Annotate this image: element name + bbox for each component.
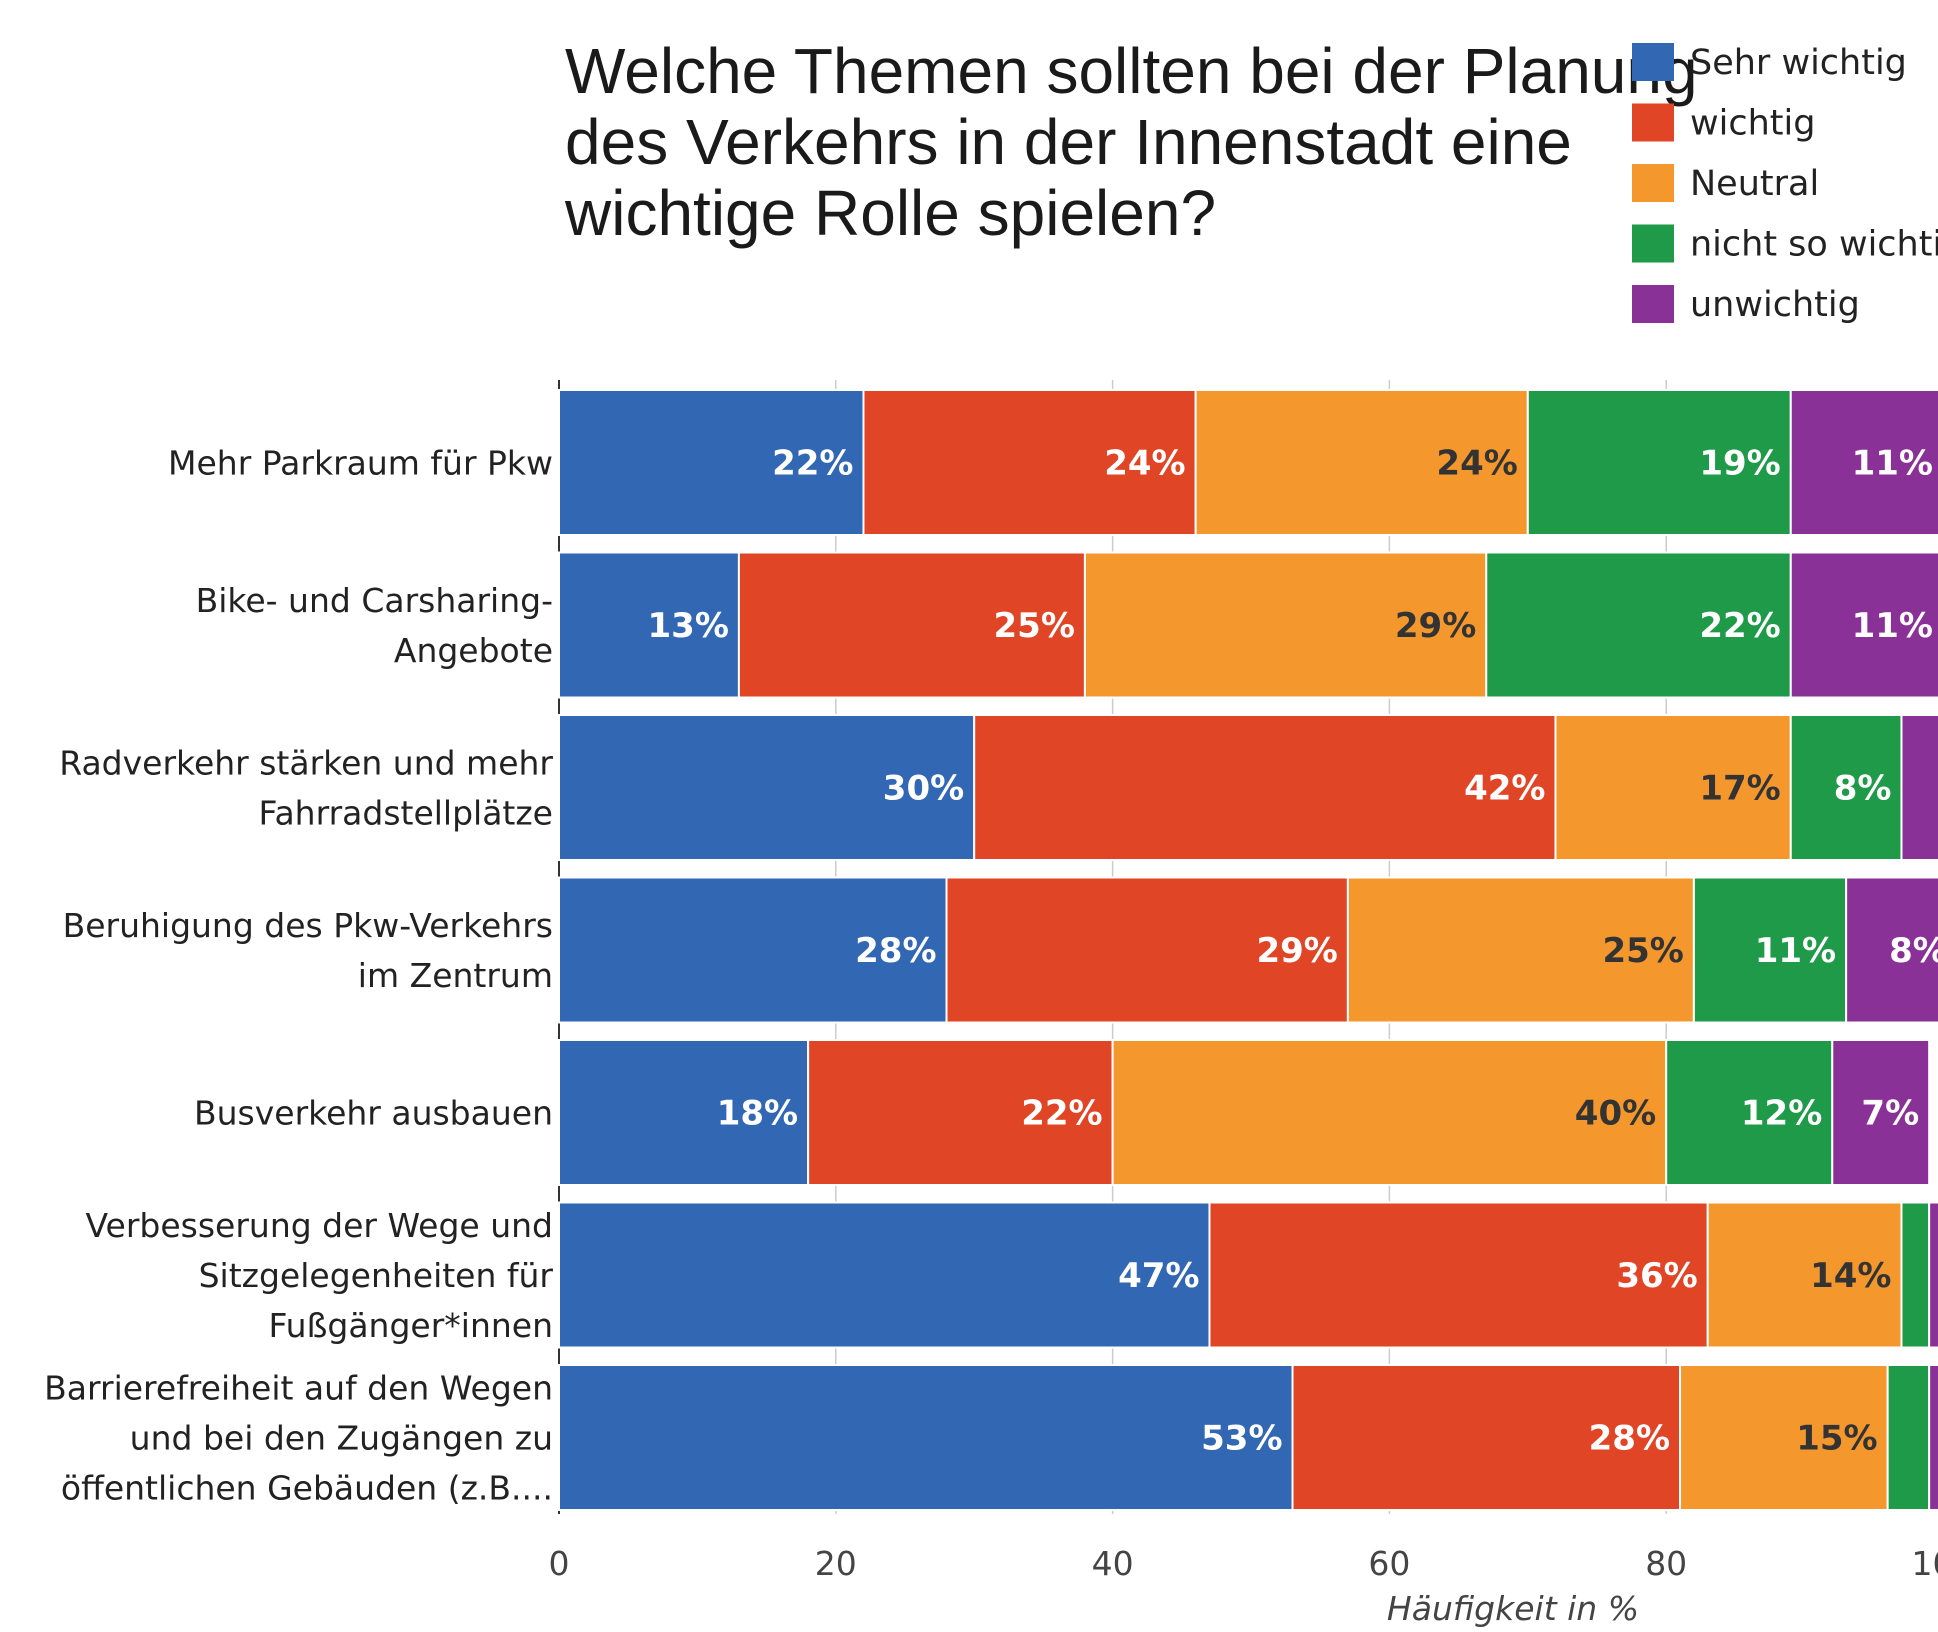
data-label: 17% (1699, 769, 1780, 809)
data-label: 42% (1464, 769, 1545, 809)
bar-segment (558, 1039, 810, 1186)
data-label: 29% (1256, 931, 1337, 971)
data-label: 22% (772, 444, 853, 484)
y-tick-label: Beruhigung des Pkw-Verkehrs im Zentrum (63, 906, 553, 995)
bar-segment (558, 876, 948, 1024)
bar-segment (1900, 1201, 1931, 1349)
bar-segment (1789, 389, 1938, 536)
y-tick-label: Mehr Parkraum für Pkw (168, 444, 553, 483)
bar-segment (1346, 876, 1695, 1024)
data-label: 19% (1699, 444, 1780, 484)
data-label: 18% (717, 1094, 798, 1134)
legend-swatch (1632, 285, 1674, 323)
bar-segment (1485, 551, 1792, 699)
bar-segment (807, 1039, 1114, 1186)
data-label: 12% (1741, 1094, 1822, 1134)
legend-label: nicht so wichtig (1690, 225, 1938, 265)
bar-segment (1554, 714, 1792, 861)
bar-segment (1845, 876, 1938, 1024)
y-tick-label: Barrierefreiheit auf den Wegen und bei de… (44, 1369, 553, 1508)
y-tick-label: Radverkehr stärken und mehr Fahrradstellp… (59, 744, 553, 833)
bar-segment (558, 551, 740, 699)
x-tick-label: 80 (1645, 1544, 1687, 1583)
data-label: 28% (1589, 1419, 1670, 1459)
bar-segment (558, 714, 976, 861)
y-tick-label: Verbesserung der Wege und Sitzgelegenheit… (86, 1206, 554, 1345)
data-label: 15% (1796, 1419, 1877, 1459)
bar-segment (1789, 551, 1938, 699)
bar-segment (558, 389, 865, 536)
data-label: 25% (994, 606, 1075, 646)
data-label: 40% (1575, 1094, 1656, 1134)
x-tick-label: 0 (549, 1544, 570, 1583)
bar-segment (1194, 389, 1529, 536)
legend-label: Neutral (1690, 164, 1819, 204)
bar-segment (1706, 1201, 1903, 1349)
bar-segment (1900, 714, 1938, 861)
bar-segment (1083, 551, 1488, 699)
bar-segment (1291, 1364, 1682, 1511)
data-label: 22% (1699, 606, 1780, 646)
bar-segment (1665, 1039, 1834, 1186)
data-label: 25% (1602, 931, 1683, 971)
chart-title: Welche Themen sollten bei der Planung des… (564, 35, 1698, 249)
bar-segment (1886, 1364, 1931, 1511)
bar-segment (1789, 714, 1903, 861)
legend-swatch (1632, 43, 1674, 81)
bar-segment (558, 1364, 1294, 1511)
bar-segment (973, 714, 1557, 861)
data-label: 11% (1852, 444, 1933, 484)
data-label: 11% (1852, 606, 1933, 646)
data-label: 29% (1395, 606, 1476, 646)
data-label: 36% (1616, 1256, 1697, 1296)
bar-segment (737, 551, 1086, 699)
bar-segment (1692, 876, 1848, 1024)
bar-segment (558, 1201, 1211, 1349)
bar-segment (1679, 1364, 1889, 1511)
data-label: 14% (1810, 1256, 1891, 1296)
bar-segment (1208, 1201, 1709, 1349)
legend-label: unwichtig (1690, 285, 1860, 325)
data-label: 7% (1861, 1094, 1919, 1134)
bar-segment (945, 876, 1349, 1024)
y-tick-label: Busverkehr ausbauen (194, 1094, 553, 1133)
x-tick-label: 40 (1092, 1544, 1134, 1583)
bar-segment (1928, 1364, 1938, 1511)
legend-label: Sehr wichtig (1690, 43, 1907, 83)
bar-segment (1928, 1201, 1938, 1349)
data-label: 24% (1436, 444, 1517, 484)
legend-swatch (1632, 103, 1674, 142)
x-tick-label: 60 (1368, 1544, 1410, 1583)
data-label: 13% (648, 606, 729, 646)
data-label: 53% (1201, 1419, 1282, 1459)
data-label: 8% (1889, 931, 1938, 971)
data-label: 30% (883, 769, 964, 809)
x-axis-label: Häufigkeit in % (1387, 1589, 1639, 1628)
data-label: 11% (1755, 931, 1836, 971)
x-tick-label: 100 (1912, 1544, 1938, 1583)
data-label: 8% (1834, 769, 1892, 809)
data-label: 22% (1021, 1094, 1102, 1134)
bar-segment (1111, 1039, 1668, 1186)
data-label: 28% (855, 931, 936, 971)
y-tick-label: Bike- und Carsharing-Angebote (196, 581, 553, 670)
legend-swatch (1632, 164, 1674, 202)
data-label: 24% (1104, 444, 1185, 484)
legend-swatch (1632, 224, 1674, 263)
legend-label: wichtig (1690, 104, 1815, 144)
x-tick-label: 20 (815, 1544, 857, 1583)
bar-segment (1831, 1039, 1931, 1186)
data-label: 47% (1118, 1256, 1199, 1296)
bar-segment (1526, 389, 1792, 536)
